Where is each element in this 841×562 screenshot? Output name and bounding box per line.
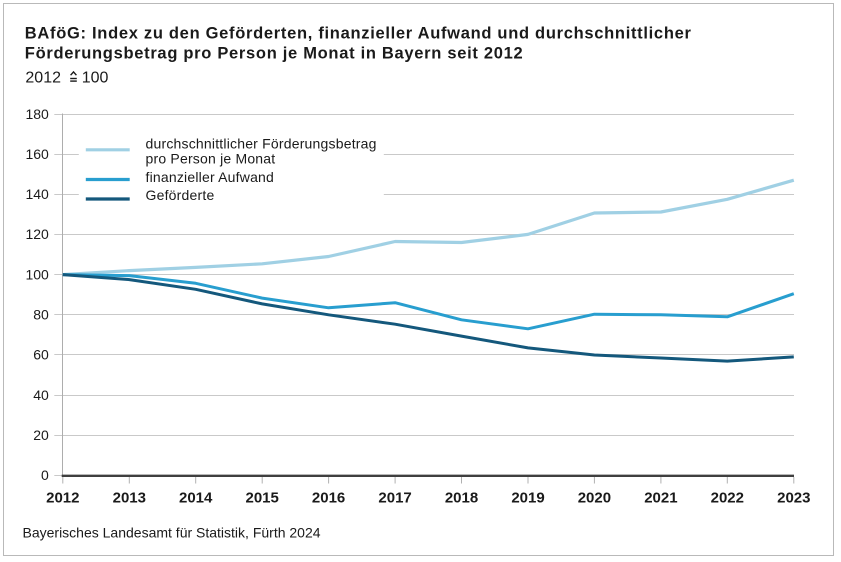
svg-text:2013: 2013	[113, 490, 146, 507]
svg-text:durchschnittlicher Förderungsb: durchschnittlicher Förderungsbetrag	[146, 136, 377, 152]
svg-text:BAföG: Index zu den Geförderte: BAföG: Index zu den Geförderten, finanzi…	[25, 24, 692, 42]
svg-text:2021: 2021	[644, 490, 677, 507]
svg-text:2019: 2019	[511, 490, 544, 507]
svg-text:2018: 2018	[445, 490, 478, 507]
svg-text:2023: 2023	[777, 490, 810, 507]
svg-text:2016: 2016	[312, 490, 345, 507]
svg-text:Förderungsbetrag pro Person je: Förderungsbetrag pro Person je Monat in …	[25, 44, 524, 62]
svg-text:60: 60	[33, 347, 49, 363]
svg-text:180: 180	[25, 106, 49, 122]
svg-text:20: 20	[33, 427, 49, 443]
svg-text:40: 40	[33, 387, 49, 403]
svg-text:120: 120	[25, 226, 49, 242]
svg-text:0: 0	[41, 467, 49, 483]
svg-text:100: 100	[25, 266, 49, 282]
svg-text:2015: 2015	[246, 490, 279, 507]
svg-text:140: 140	[25, 186, 49, 202]
svg-text:2012: 2012	[25, 70, 61, 87]
svg-text:finanzieller Aufwand: finanzieller Aufwand	[146, 169, 275, 185]
svg-text:80: 80	[33, 307, 49, 323]
svg-text:100: 100	[82, 70, 109, 87]
svg-text:Geförderte: Geförderte	[146, 187, 215, 203]
svg-text:2017: 2017	[378, 490, 411, 507]
svg-text:160: 160	[25, 146, 49, 162]
svg-text:2022: 2022	[711, 490, 744, 507]
svg-text:2014: 2014	[179, 490, 213, 507]
svg-text:2012: 2012	[46, 490, 79, 507]
svg-text:Bayerisches Landesamt für Stat: Bayerisches Landesamt für Statistik, Für…	[23, 525, 321, 541]
svg-text:pro Person je Monat: pro Person je Monat	[146, 151, 276, 167]
svg-text:2020: 2020	[578, 490, 611, 507]
